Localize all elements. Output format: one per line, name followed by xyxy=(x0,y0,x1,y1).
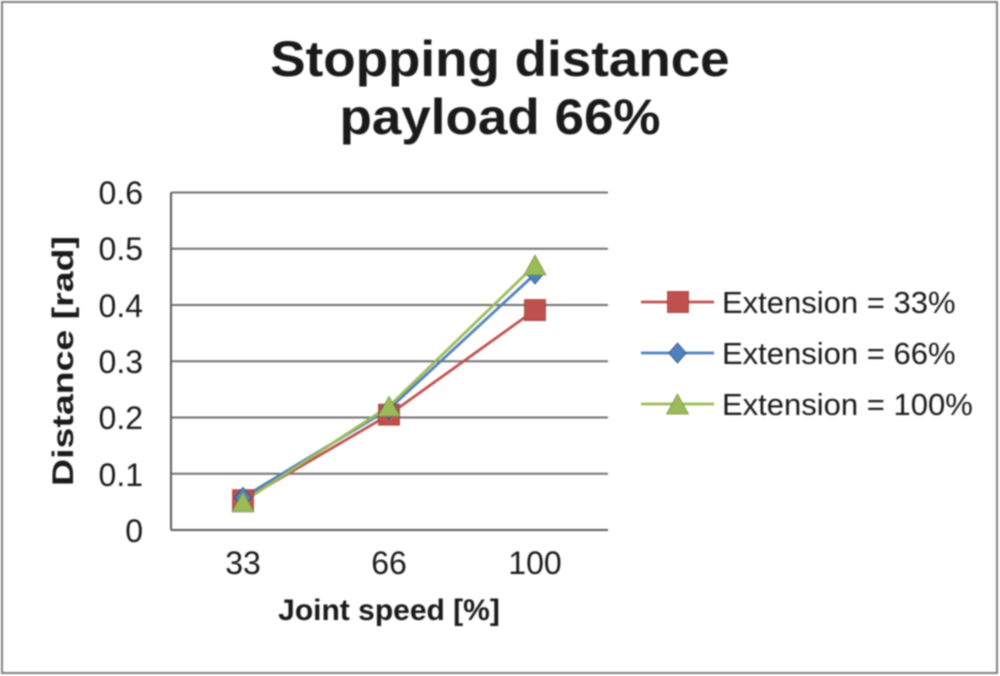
svg-text:100: 100 xyxy=(508,545,561,581)
svg-text:33: 33 xyxy=(225,545,261,581)
svg-text:Extension = 100%: Extension = 100% xyxy=(722,387,973,422)
svg-text:0.2: 0.2 xyxy=(99,400,143,436)
svg-text:0.4: 0.4 xyxy=(99,288,143,324)
svg-text:0.3: 0.3 xyxy=(99,344,143,380)
svg-text:66: 66 xyxy=(371,545,407,581)
svg-text:Joint speed [%]: Joint speed [%] xyxy=(278,594,500,627)
svg-text:0.6: 0.6 xyxy=(99,175,143,211)
svg-text:Distance [rad]: Distance [rad] xyxy=(47,236,80,486)
svg-text:Extension = 33%: Extension = 33% xyxy=(722,285,956,320)
svg-text:0: 0 xyxy=(125,513,143,549)
svg-text:Extension = 66%: Extension = 66% xyxy=(722,336,956,371)
svg-text:0.5: 0.5 xyxy=(99,231,143,267)
svg-text:0.1: 0.1 xyxy=(99,457,143,493)
